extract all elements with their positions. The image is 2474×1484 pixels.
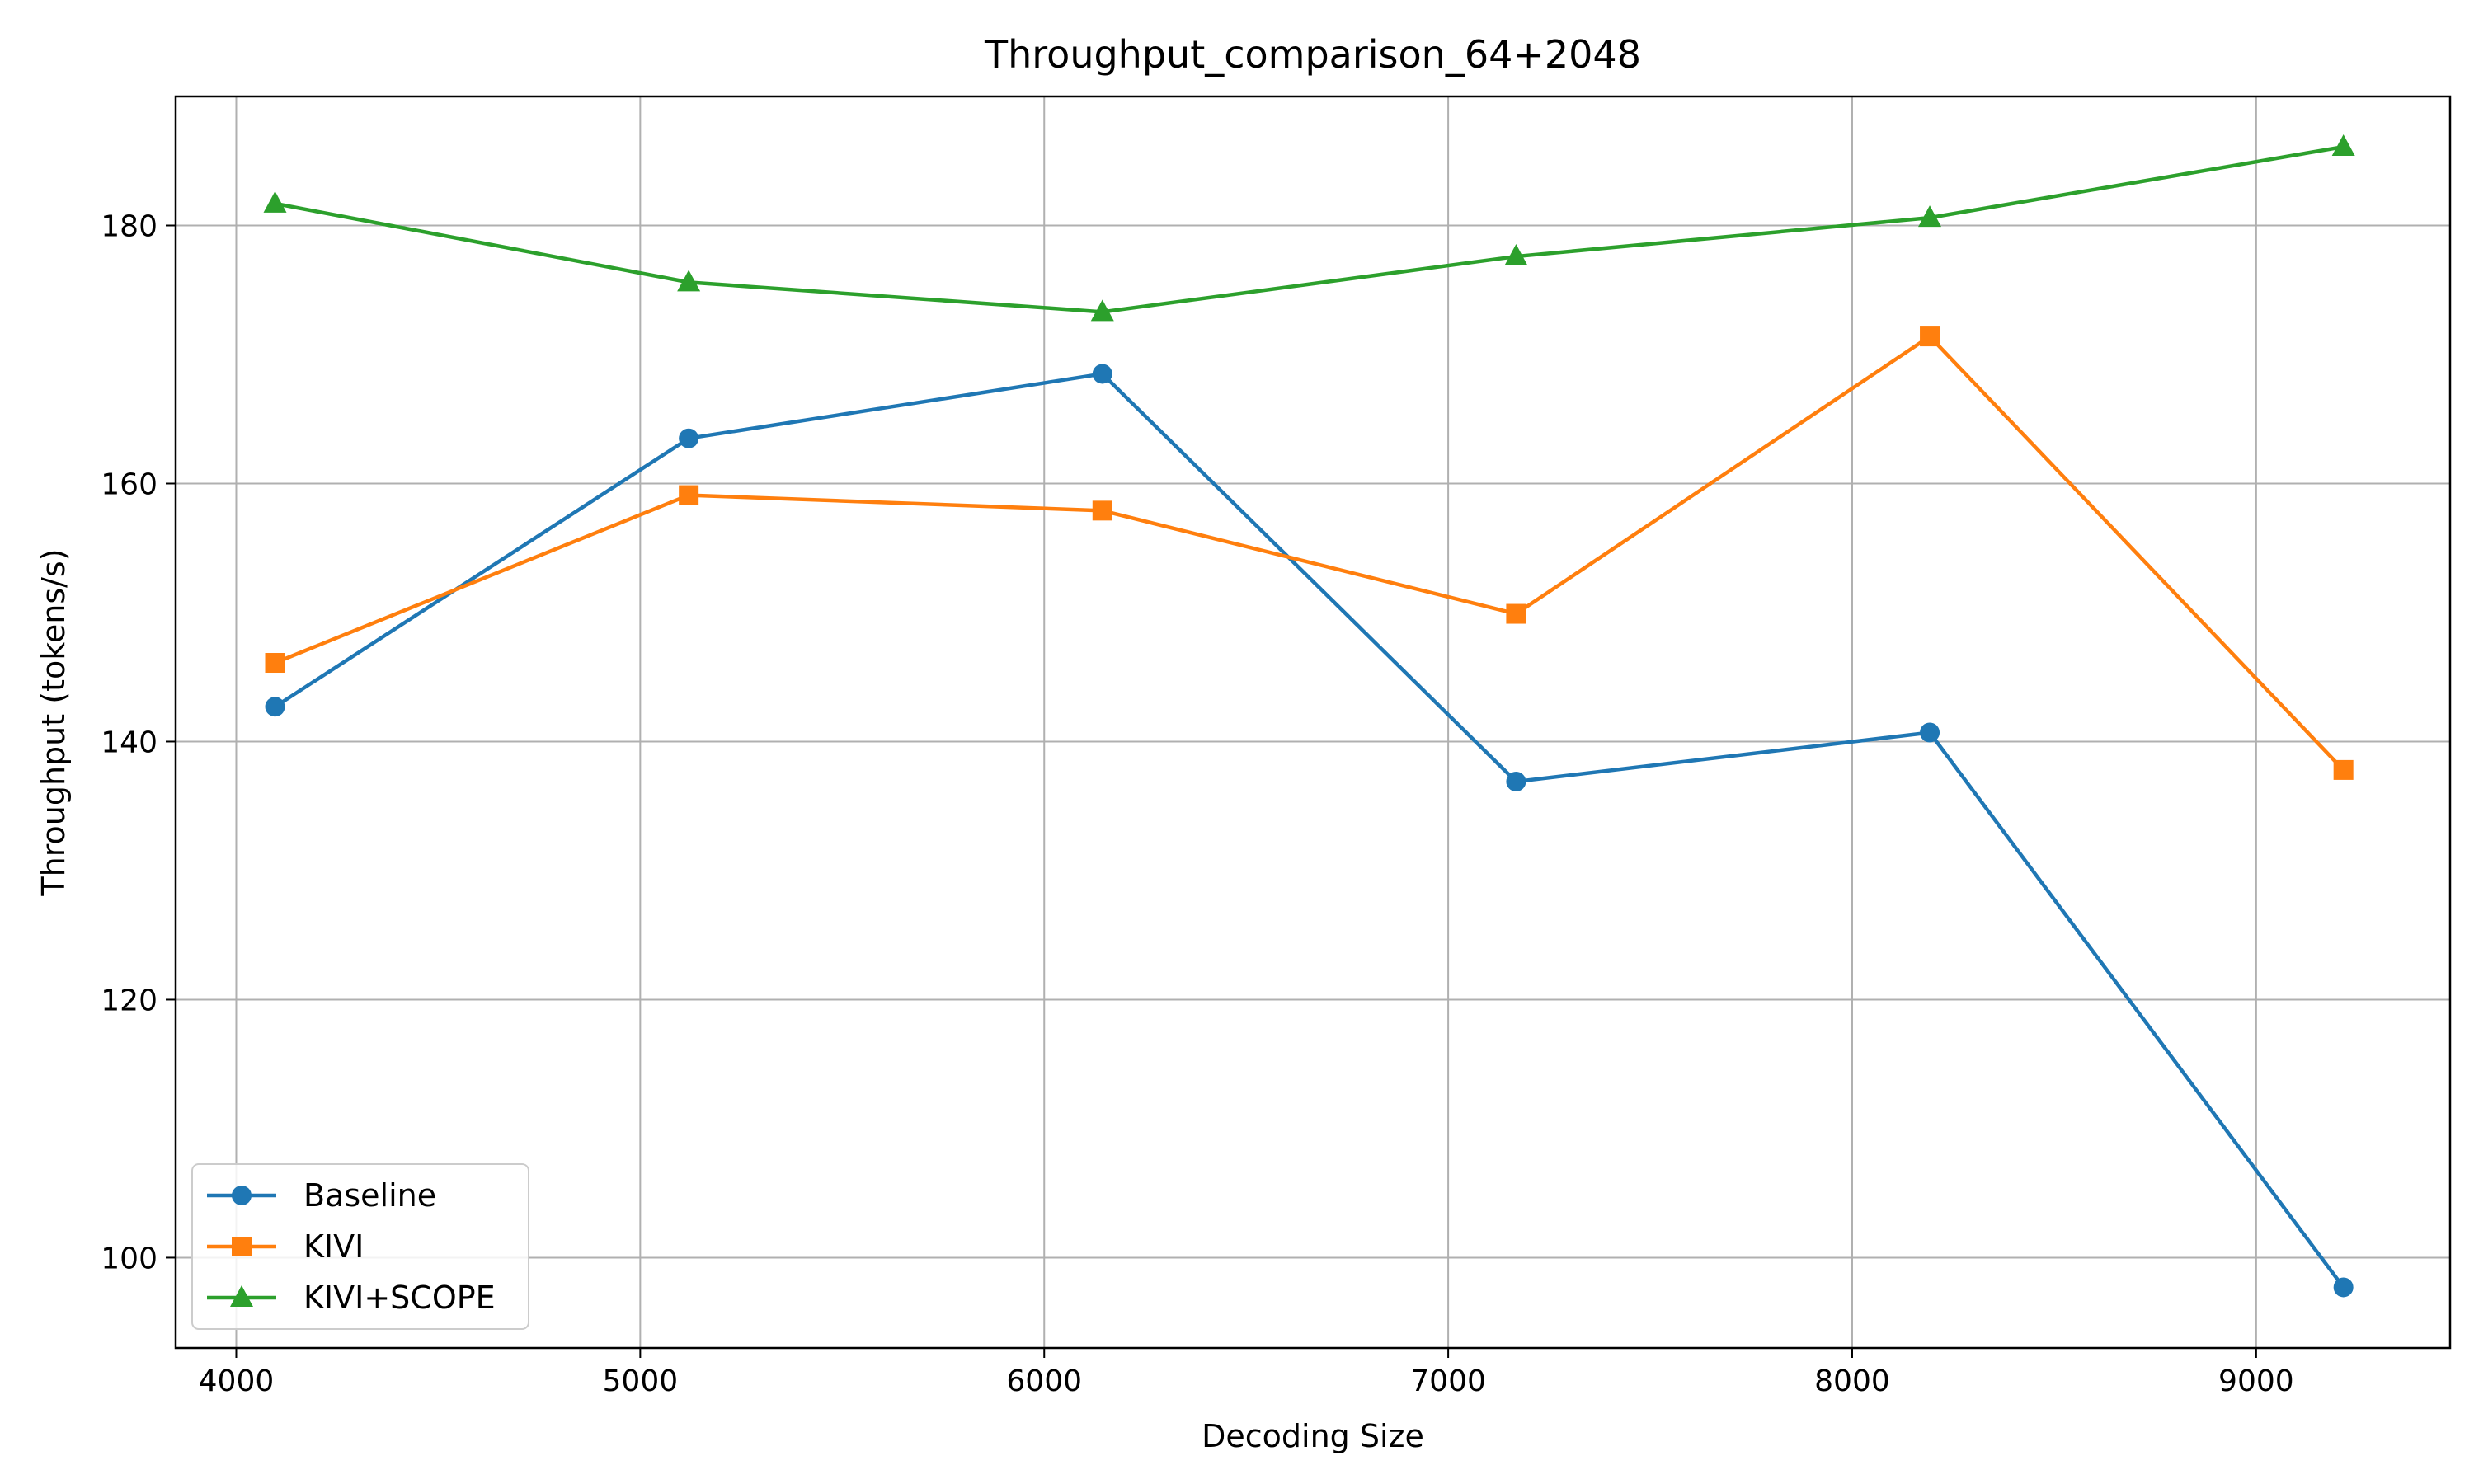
x-tick-label: 7000 [1410, 1364, 1486, 1398]
legend-item-kivi-scope: KIVI+SCOPE [207, 1280, 496, 1316]
series-kivi [265, 326, 2354, 780]
x-tick-label: 5000 [603, 1364, 679, 1398]
series-layer [263, 134, 2355, 1298]
legend-item-kivi: KIVI [207, 1228, 364, 1265]
data-point-kivi-scope [677, 270, 701, 292]
data-point-kivi [679, 485, 699, 505]
y-axis-label: Throughput (tokens/s) [35, 548, 72, 896]
x-tick-label: 9000 [2218, 1364, 2294, 1398]
y-tick-label: 140 [101, 726, 158, 759]
legend-marker-baseline [232, 1186, 252, 1205]
data-point-kivi-scope [2331, 134, 2355, 157]
series-line-baseline [274, 372, 2345, 1289]
x-tick-label: 8000 [1814, 1364, 1890, 1398]
data-point-baseline [1920, 722, 1940, 743]
x-tick-label: 6000 [1006, 1364, 1082, 1398]
data-point-baseline [1506, 771, 1526, 791]
y-tick-label: 160 [101, 467, 158, 501]
legend-label-kivi: KIVI [303, 1228, 364, 1265]
data-point-kivi-scope [1090, 299, 1114, 322]
x-tick-label: 4000 [199, 1364, 275, 1398]
data-point-kivi [2333, 759, 2354, 780]
legend-label-baseline: Baseline [303, 1177, 436, 1214]
plot-frame [174, 95, 2452, 1350]
data-point-kivi-scope [1504, 244, 1528, 266]
series-line-kivi [274, 334, 2345, 772]
data-point-kivi [265, 653, 285, 674]
data-point-baseline [265, 697, 285, 717]
data-point-baseline [1092, 364, 1112, 384]
series-line-kivi-scope [275, 144, 2345, 314]
data-point-kivi-scope [263, 190, 287, 213]
chart-title: Throughput_comparison_64+2048 [984, 32, 1641, 77]
data-point-kivi [1506, 603, 1526, 624]
y-tick-label: 100 [101, 1242, 158, 1275]
data-point-baseline [2333, 1277, 2354, 1298]
axis-ticks: 4000 5000 6000 7000 8000 9000 100 120 140 160 180 [101, 209, 2293, 1398]
y-tick-label: 180 [101, 209, 158, 243]
y-tick-label: 120 [101, 984, 158, 1017]
legend: Baseline KIVI KIVI+SCOPE [191, 1163, 529, 1330]
data-point-baseline [679, 428, 699, 448]
legend-items: Baseline KIVI KIVI+SCOPE [207, 1177, 496, 1316]
legend-marker-kivi [232, 1237, 252, 1256]
data-point-kivi [1920, 326, 1940, 347]
legend-box [191, 1163, 529, 1330]
legend-label-kivi-scope: KIVI+SCOPE [303, 1280, 496, 1316]
legend-item-baseline: Baseline [207, 1177, 436, 1214]
data-point-kivi [1092, 500, 1112, 521]
data-point-kivi-scope [1918, 205, 1942, 228]
x-axis-label: Decoding Size [1202, 1418, 1424, 1454]
series-kivi-scope [263, 134, 2355, 322]
legend-marker-kivi-scope [230, 1285, 253, 1307]
series-baseline [265, 364, 2354, 1298]
